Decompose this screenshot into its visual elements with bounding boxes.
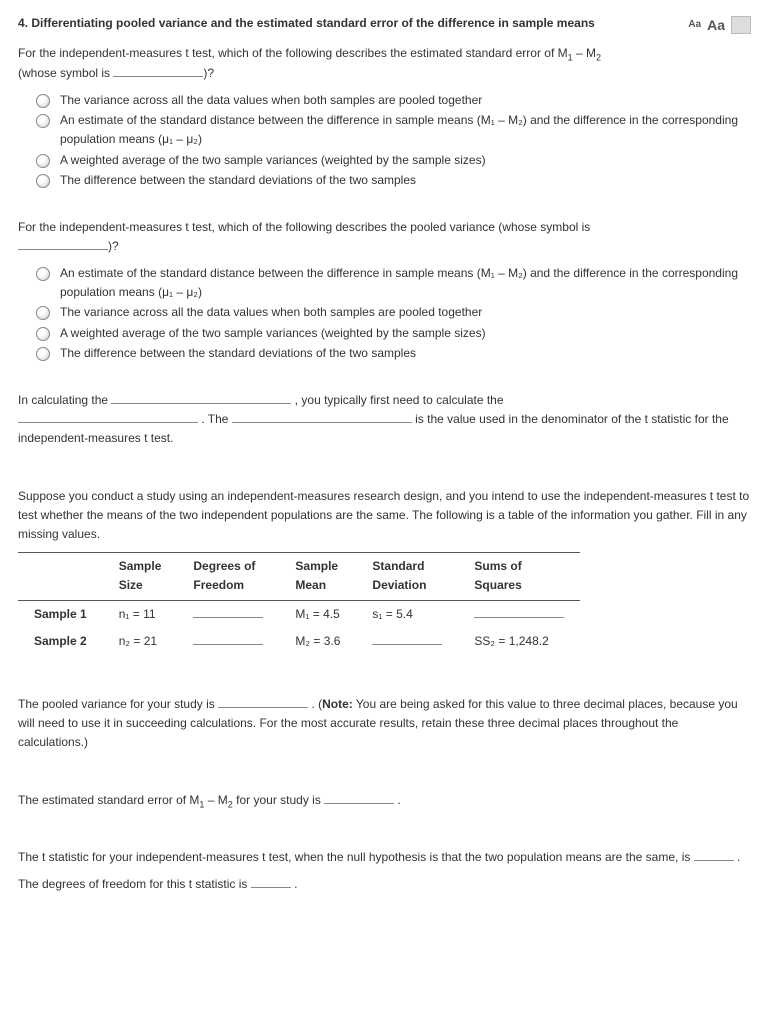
pool-note-label: Note: <box>322 697 353 711</box>
radio-icon[interactable] <box>36 327 50 341</box>
q2-option[interactable]: A weighted average of the two sample var… <box>60 324 486 343</box>
q1-sub2: 2 <box>596 53 601 63</box>
row1-df-blank[interactable] <box>193 606 263 618</box>
radio-icon[interactable] <box>36 114 50 128</box>
col-sd: StandardDeviation <box>356 553 458 600</box>
df-paragraph: The degrees of freedom for this t statis… <box>18 875 751 894</box>
row2-sd-blank[interactable] <box>372 633 442 645</box>
q2-symbol-blank[interactable] <box>18 237 108 250</box>
row1-size: n₁ = 11 <box>103 600 178 628</box>
row1-sd: s₁ = 5.4 <box>356 600 458 628</box>
q1-option[interactable]: The variance across all the data values … <box>60 91 482 110</box>
q1-prompt: For the independent-measures t test, whi… <box>18 44 751 82</box>
t-a: The t statistic for your independent-mea… <box>18 850 694 864</box>
q1-symbol-blank[interactable] <box>113 64 203 77</box>
q1-option[interactable]: An estimate of the standard distance bet… <box>60 111 751 148</box>
q2-prompt: For the independent-measures t test, whi… <box>18 218 751 256</box>
table-row: Sample 1 n₁ = 11 M₁ = 4.5 s₁ = 5.4 <box>18 600 580 628</box>
radio-icon[interactable] <box>36 267 50 281</box>
df-a: The degrees of freedom for this t statis… <box>18 877 251 891</box>
question-title: 4. Differentiating pooled variance and t… <box>18 14 595 33</box>
study-text: Suppose you conduct a study using an ind… <box>18 489 749 541</box>
toggle-view-icon[interactable] <box>731 16 751 34</box>
pool-a: The pooled variance for your study is <box>18 697 218 711</box>
calc-c: . The <box>198 412 232 426</box>
row2-ss: SS₂ = 1,248.2 <box>458 628 580 655</box>
se-a: The estimated standard error of M <box>18 793 199 807</box>
q1-options: The variance across all the data values … <box>36 91 751 190</box>
text-size-tools: Aa Aa <box>688 14 751 36</box>
data-table: SampleSize Degrees ofFreedom SampleMean … <box>18 552 580 655</box>
q2-option[interactable]: The variance across all the data values … <box>60 303 482 322</box>
q2-option[interactable]: The difference between the standard devi… <box>60 344 416 363</box>
q1-dash: – M <box>573 46 596 60</box>
q1-option[interactable]: A weighted average of the two sample var… <box>60 151 486 170</box>
row2-size: n₂ = 21 <box>103 628 178 655</box>
t-b: . <box>734 850 741 864</box>
q2-text-a: For the independent-measures t test, whi… <box>18 220 590 234</box>
q2-text-b: )? <box>108 239 119 253</box>
radio-icon[interactable] <box>36 347 50 361</box>
pool-blank[interactable] <box>218 695 308 708</box>
q2-option[interactable]: An estimate of the standard distance bet… <box>60 264 751 301</box>
q1-text-c: )? <box>203 66 214 80</box>
se-blank[interactable] <box>324 791 394 804</box>
row2-df-blank[interactable] <box>193 633 263 645</box>
pooled-variance-paragraph: The pooled variance for your study is . … <box>18 695 751 753</box>
calc-blank-2[interactable] <box>18 410 198 423</box>
q1-text-a: For the independent-measures t test, whi… <box>18 46 568 60</box>
col-sample-size: SampleSize <box>103 553 178 600</box>
col-ss: Sums ofSquares <box>458 553 580 600</box>
text-size-small-icon[interactable]: Aa <box>688 17 701 33</box>
col-mean: SampleMean <box>279 553 356 600</box>
row1-mean: M₁ = 4.5 <box>279 600 356 628</box>
q2-options: An estimate of the standard distance bet… <box>36 264 751 363</box>
df-b: . <box>291 877 298 891</box>
col-df: Degrees ofFreedom <box>177 553 279 600</box>
pool-b: . ( <box>308 697 322 711</box>
se-paragraph: The estimated standard error of M1 – M2 … <box>18 791 751 810</box>
radio-icon[interactable] <box>36 94 50 108</box>
df-blank[interactable] <box>251 875 291 888</box>
row1-ss-blank[interactable] <box>474 606 564 618</box>
row1-label: Sample 1 <box>18 600 103 628</box>
radio-icon[interactable] <box>36 154 50 168</box>
row2-label: Sample 2 <box>18 628 103 655</box>
calc-a: In calculating the <box>18 393 111 407</box>
question-title-text: Differentiating pooled variance and the … <box>31 16 594 30</box>
radio-icon[interactable] <box>36 306 50 320</box>
q1-text-b: (whose symbol is <box>18 66 113 80</box>
calc-paragraph: In calculating the , you typically first… <box>18 391 751 449</box>
q1-option[interactable]: The difference between the standard devi… <box>60 171 416 190</box>
calc-blank-3[interactable] <box>232 410 412 423</box>
t-blank[interactable] <box>694 848 734 861</box>
se-b: for your study is <box>233 793 324 807</box>
row2-mean: M₂ = 3.6 <box>279 628 356 655</box>
table-row: Sample 2 n₂ = 21 M₂ = 3.6 SS₂ = 1,248.2 <box>18 628 580 655</box>
question-number: 4. <box>18 16 28 30</box>
se-dash: – M <box>204 793 227 807</box>
se-c: . <box>394 793 401 807</box>
t-stat-paragraph: The t statistic for your independent-mea… <box>18 848 751 867</box>
calc-b: , you typically first need to calculate … <box>291 393 503 407</box>
text-size-large-icon[interactable]: Aa <box>707 14 725 36</box>
radio-icon[interactable] <box>36 174 50 188</box>
calc-blank-1[interactable] <box>111 391 291 404</box>
study-paragraph: Suppose you conduct a study using an ind… <box>18 487 751 545</box>
